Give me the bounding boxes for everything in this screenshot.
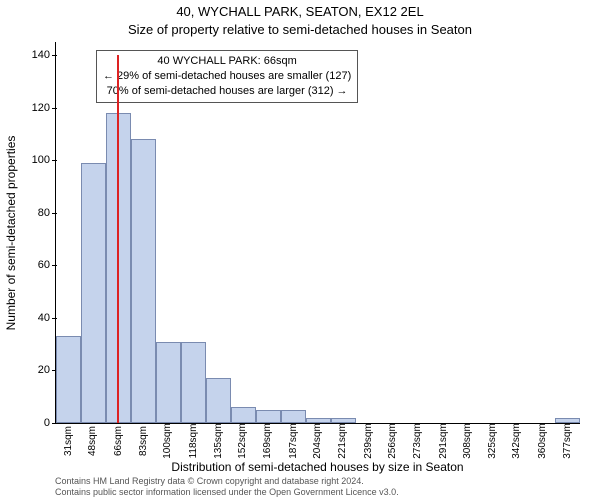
x-tick: 169sqm: [262, 423, 273, 459]
y-tick: 0: [44, 417, 56, 429]
x-tick: 239sqm: [363, 423, 374, 459]
plot-area: 40 WYCHALL PARK: 66sqm ← 29% of semi-det…: [55, 42, 580, 424]
x-tick: 308sqm: [462, 423, 473, 459]
histogram-bar: [231, 407, 256, 423]
x-tick: 100sqm: [162, 423, 173, 459]
x-tick: 377sqm: [562, 423, 573, 459]
histogram-bar: [206, 378, 231, 423]
x-tick: 118sqm: [188, 424, 199, 459]
y-tick: 120: [32, 102, 56, 114]
footer-line-2: Contains public sector information licen…: [55, 487, 399, 498]
title-line-1: 40, WYCHALL PARK, SEATON, EX12 2EL: [0, 4, 600, 19]
x-tick: 221sqm: [337, 423, 348, 459]
histogram-bar: [555, 418, 580, 423]
annotation-line-3: 70% of semi-detached houses are larger (…: [103, 84, 351, 99]
x-tick: 187sqm: [288, 423, 299, 459]
y-tick: 140: [32, 49, 56, 61]
property-marker-line: [117, 55, 119, 423]
y-tick: 60: [38, 259, 56, 271]
histogram-bar: [331, 418, 356, 423]
x-tick: 256sqm: [387, 423, 398, 459]
histogram-bar: [156, 342, 181, 423]
y-tick: 100: [32, 154, 56, 166]
x-tick: 135sqm: [213, 423, 224, 459]
histogram-bar: [81, 163, 106, 423]
x-tick: 325sqm: [487, 423, 498, 459]
histogram-bar: [181, 342, 206, 423]
histogram-bar: [256, 410, 281, 423]
x-tick: 342sqm: [511, 423, 522, 459]
x-axis-label: Distribution of semi-detached houses by …: [55, 460, 580, 474]
annotation-box: 40 WYCHALL PARK: 66sqm ← 29% of semi-det…: [96, 50, 358, 103]
y-tick: 80: [38, 207, 56, 219]
x-tick: 83sqm: [138, 426, 149, 456]
histogram-bar: [131, 139, 156, 423]
x-tick: 152sqm: [237, 423, 248, 459]
footer-line-1: Contains HM Land Registry data © Crown c…: [55, 476, 399, 487]
x-tick: 360sqm: [537, 423, 548, 459]
y-axis-label: Number of semi-detached properties: [4, 42, 20, 424]
x-tick: 31sqm: [63, 426, 74, 456]
x-tick: 48sqm: [87, 426, 98, 456]
histogram-bar: [56, 336, 81, 423]
annotation-line-2: ← 29% of semi-detached houses are smalle…: [103, 69, 351, 84]
x-tick: 273sqm: [412, 423, 423, 459]
histogram-bar: [306, 418, 331, 423]
x-tick: 204sqm: [312, 423, 323, 459]
annotation-line-1: 40 WYCHALL PARK: 66sqm: [103, 54, 351, 69]
footer-attribution: Contains HM Land Registry data © Crown c…: [55, 476, 399, 498]
x-tick: 66sqm: [113, 426, 124, 456]
title-line-2: Size of property relative to semi-detach…: [0, 22, 600, 37]
y-tick: 20: [38, 364, 56, 376]
histogram-bar: [281, 410, 306, 423]
y-tick: 40: [38, 312, 56, 324]
x-tick: 291sqm: [438, 423, 449, 459]
chart-container: 40, WYCHALL PARK, SEATON, EX12 2EL Size …: [0, 0, 600, 500]
